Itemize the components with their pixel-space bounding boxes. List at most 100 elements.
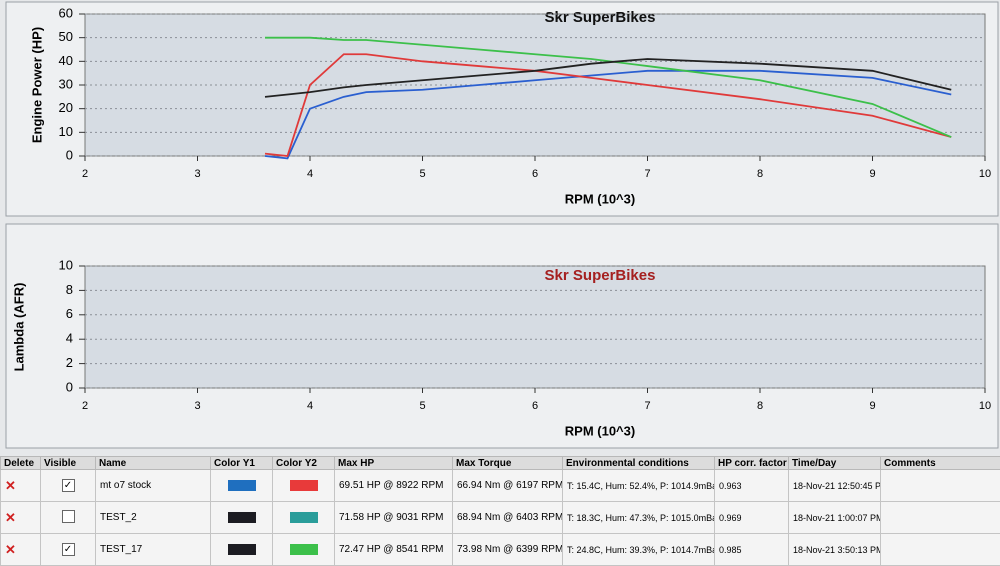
name-cell: mt o7 stock (96, 470, 211, 502)
column-header: Max Torque (453, 457, 563, 470)
column-header: Color Y1 (211, 457, 273, 470)
charts: Skr SuperBikes Engine Power (HP) RPM (10^3… (0, 0, 1000, 452)
visible-cell: ✓ (41, 534, 96, 566)
color-swatch[interactable] (290, 544, 318, 555)
x-tick-label: 9 (869, 400, 875, 412)
y-tick-label: 40 (59, 53, 73, 68)
x-tick-label: 2 (82, 400, 88, 412)
y-tick-label: 20 (59, 100, 73, 115)
x-tick-label: 5 (419, 168, 425, 180)
y-tick-label: 6 (66, 306, 73, 321)
x-tick-label: 6 (532, 168, 538, 180)
x-tick-label: 2 (82, 168, 88, 180)
x-tick-label: 7 (644, 168, 650, 180)
chart-title: Skr SuperBikes (545, 267, 656, 284)
delete-button[interactable]: ✕ (5, 542, 16, 557)
name-cell: TEST_17 (96, 534, 211, 566)
visible-cell (41, 502, 96, 534)
color-cell (273, 502, 335, 534)
column-header: Time/Day (789, 457, 881, 470)
column-header: Visible (41, 457, 96, 470)
y-tick-label: 4 (66, 331, 73, 346)
name-cell: TEST_2 (96, 502, 211, 534)
x-axis-label: RPM (10^3) (565, 423, 635, 438)
visible-checkbox[interactable]: ✓ (62, 479, 75, 492)
max-torque-cell: 66.94 Nm @ 6197 RPM (453, 470, 563, 502)
column-header: Max HP (335, 457, 453, 470)
comments-cell (881, 502, 1000, 534)
x-tick-label: 5 (419, 400, 425, 412)
x-tick-label: 3 (194, 168, 200, 180)
y-axis-label: Engine Power (HP) (29, 27, 44, 143)
corr-cell: 0.969 (715, 502, 789, 534)
color-cell (211, 502, 273, 534)
x-tick-label: 6 (532, 400, 538, 412)
x-tick-label: 9 (869, 168, 875, 180)
env-cell: T: 24.8C, Hum: 39.3%, P: 1014.7mBar (563, 534, 715, 566)
plot-area (85, 266, 985, 388)
color-swatch[interactable] (228, 480, 256, 491)
y-tick-label: 0 (66, 379, 73, 394)
y-tick-label: 50 (59, 29, 73, 44)
color-cell (211, 534, 273, 566)
max-hp-cell: 72.47 HP @ 8541 RPM (335, 534, 453, 566)
time-cell: 18-Nov-21 12:50:45 PM (789, 470, 881, 502)
color-cell (211, 470, 273, 502)
x-tick-label: 10 (979, 400, 991, 412)
delete-button[interactable]: ✕ (5, 510, 16, 525)
y-tick-label: 30 (59, 76, 73, 91)
max-torque-cell: 68.94 Nm @ 6403 RPM (453, 502, 563, 534)
comments-cell (881, 534, 1000, 566)
y-axis-label: Lambda (AFR) (11, 283, 26, 372)
time-cell: 18-Nov-21 1:00:07 PM (789, 502, 881, 534)
max-hp-cell: 71.58 HP @ 9031 RPM (335, 502, 453, 534)
delete-cell: ✕ (1, 470, 41, 502)
comments-cell (881, 470, 1000, 502)
chart-title: Skr SuperBikes (545, 9, 656, 26)
delete-button[interactable]: ✕ (5, 478, 16, 493)
max-torque-cell: 73.98 Nm @ 6399 RPM (453, 534, 563, 566)
y-tick-label: 0 (66, 147, 73, 162)
time-cell: 18-Nov-21 3:50:13 PM (789, 534, 881, 566)
column-header: Comments (881, 457, 1000, 470)
delete-cell: ✕ (1, 502, 41, 534)
color-swatch[interactable] (290, 480, 318, 491)
x-tick-label: 8 (757, 168, 763, 180)
corr-cell: 0.963 (715, 470, 789, 502)
y-tick-label: 60 (59, 5, 73, 20)
delete-cell: ✕ (1, 534, 41, 566)
y-tick-label: 8 (66, 282, 73, 297)
y-tick-label: 10 (59, 124, 73, 139)
column-header: Environmental conditions (563, 457, 715, 470)
x-tick-label: 8 (757, 400, 763, 412)
visible-checkbox[interactable] (62, 510, 75, 523)
color-cell (273, 470, 335, 502)
x-tick-label: 4 (307, 168, 313, 180)
y-tick-label: 10 (59, 257, 73, 272)
corr-cell: 0.985 (715, 534, 789, 566)
env-cell: T: 15.4C, Hum: 52.4%, P: 1014.9mBar (563, 470, 715, 502)
env-cell: T: 18.3C, Hum: 47.3%, P: 1015.0mBar (563, 502, 715, 534)
color-swatch[interactable] (228, 544, 256, 555)
visible-checkbox[interactable]: ✓ (62, 543, 75, 556)
x-tick-label: 7 (644, 400, 650, 412)
visible-cell: ✓ (41, 470, 96, 502)
x-tick-label: 10 (979, 168, 991, 180)
max-hp-cell: 69.51 HP @ 8922 RPM (335, 470, 453, 502)
column-header: Delete (1, 457, 41, 470)
column-header: Name (96, 457, 211, 470)
x-tick-label: 4 (307, 400, 313, 412)
column-header: Color Y2 (273, 457, 335, 470)
color-swatch[interactable] (228, 512, 256, 523)
x-axis-label: RPM (10^3) (565, 191, 635, 206)
column-header: HP corr. factor (715, 457, 789, 470)
color-swatch[interactable] (290, 512, 318, 523)
x-tick-label: 3 (194, 400, 200, 412)
color-cell (273, 534, 335, 566)
